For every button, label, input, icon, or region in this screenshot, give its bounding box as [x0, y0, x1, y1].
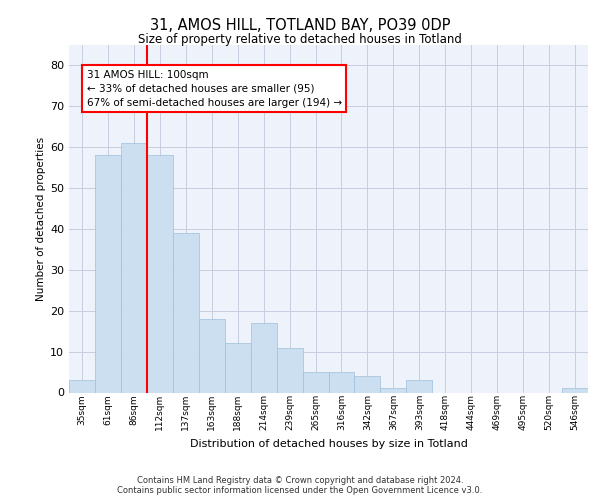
Y-axis label: Number of detached properties: Number of detached properties — [36, 136, 46, 301]
Bar — [199, 319, 224, 392]
Bar — [121, 143, 147, 392]
Bar — [380, 388, 406, 392]
Bar — [329, 372, 355, 392]
Bar — [251, 323, 277, 392]
Bar — [225, 344, 251, 392]
Text: 31 AMOS HILL: 100sqm
← 33% of detached houses are smaller (95)
67% of semi-detac: 31 AMOS HILL: 100sqm ← 33% of detached h… — [86, 70, 342, 108]
Bar — [147, 156, 173, 392]
Bar — [355, 376, 380, 392]
Text: Size of property relative to detached houses in Totland: Size of property relative to detached ho… — [138, 32, 462, 46]
Text: Contains HM Land Registry data © Crown copyright and database right 2024.: Contains HM Land Registry data © Crown c… — [137, 476, 463, 485]
Bar — [277, 348, 302, 393]
Bar — [302, 372, 329, 392]
Bar — [69, 380, 95, 392]
Text: 31, AMOS HILL, TOTLAND BAY, PO39 0DP: 31, AMOS HILL, TOTLAND BAY, PO39 0DP — [150, 18, 450, 32]
X-axis label: Distribution of detached houses by size in Totland: Distribution of detached houses by size … — [190, 438, 467, 448]
Bar — [173, 233, 199, 392]
Bar — [406, 380, 432, 392]
Bar — [95, 156, 121, 392]
Text: Contains public sector information licensed under the Open Government Licence v3: Contains public sector information licen… — [118, 486, 482, 495]
Bar — [562, 388, 588, 392]
